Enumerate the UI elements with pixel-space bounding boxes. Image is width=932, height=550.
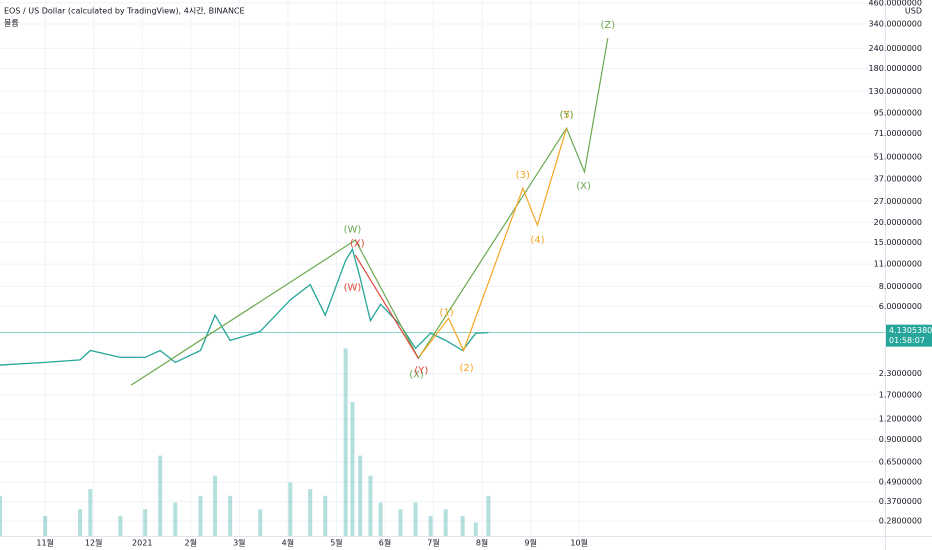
y-tick-label: 460.0000000	[869, 0, 922, 7]
volume-bar	[460, 515, 465, 536]
wave-label: (X)	[576, 181, 591, 192]
y-tick-label: 1.7000000	[879, 390, 922, 399]
volume-bar	[473, 522, 478, 536]
wave-label: (5)	[559, 110, 573, 121]
grid	[0, 0, 885, 536]
wave-label: (3)	[516, 170, 530, 181]
price-line	[0, 247, 489, 366]
volume-bar	[198, 495, 203, 536]
y-tick-label: 0.3700000	[879, 497, 922, 506]
wave-label: (1)	[440, 308, 454, 319]
y-tick-label: 37.0000000	[874, 175, 922, 184]
volume-label: 볼륨	[4, 18, 19, 28]
wave-label: (2)	[459, 363, 473, 374]
volume-bar	[118, 515, 123, 536]
volume-bar	[0, 495, 2, 536]
y-tick-label: 20.0000000	[874, 218, 922, 227]
x-tick-label: 6월	[379, 538, 391, 548]
y-tick-label: 27.0000000	[874, 197, 922, 206]
wave-label: (Z)	[600, 20, 615, 31]
x-tick-label: 10월	[570, 538, 588, 548]
last-price-tag	[886, 324, 932, 347]
volume-bar	[486, 495, 491, 536]
volume-bar	[88, 489, 93, 536]
x-tick-label: 2월	[185, 538, 197, 548]
volume-bar	[350, 402, 355, 536]
volume-bar	[228, 495, 233, 536]
volume-bar	[413, 502, 418, 536]
y-tick-label: 15.0000000	[874, 238, 922, 247]
volume-bar	[143, 509, 148, 536]
wave-label: (Y)	[560, 110, 574, 121]
y-tick-label: 71.0000000	[874, 129, 922, 138]
countdown-label: 01:58:07	[889, 336, 925, 345]
last-price-label: 4.1305380	[889, 326, 932, 335]
y-tick-label: 340.0000000	[869, 19, 922, 28]
wave-line	[130, 37, 609, 386]
y-tick-label: 8.0000000	[879, 282, 922, 291]
wave-label: (Y)	[414, 366, 428, 377]
y-tick-label: 0.4900000	[879, 477, 922, 486]
wave-label: (X)	[350, 238, 365, 249]
x-tick-label: 12월	[85, 538, 103, 548]
volume-bar	[323, 495, 328, 536]
volume-bar	[308, 489, 313, 536]
x-tick-label: 9월	[524, 538, 536, 548]
volume-bar	[213, 475, 218, 536]
y-tick-label: 180.0000000	[869, 64, 922, 73]
wave-label: (W)	[344, 224, 362, 235]
wave-label: (4)	[530, 235, 544, 246]
y-tick-label: 51.0000000	[874, 152, 922, 161]
y-tick-label: 11.0000000	[874, 260, 922, 269]
chart-title: EOS / US Dollar (calculated by TradingVi…	[4, 6, 245, 16]
y-tick-label: 0.9000000	[879, 435, 922, 444]
x-tick-label: 2021	[132, 539, 152, 548]
x-tick-label: 4월	[282, 538, 294, 548]
wave-label: (W)	[344, 282, 362, 293]
y-tick-label: 0.2800000	[879, 517, 922, 526]
y-tick-label: 1.2000000	[879, 415, 922, 424]
x-tick-label: 11월	[36, 538, 54, 548]
volume-bar	[358, 455, 363, 536]
y-tick-label: 6.0000000	[879, 302, 922, 311]
volume-bar	[343, 348, 348, 536]
volume-bar	[368, 475, 373, 536]
x-tick-label: 8월	[476, 538, 488, 548]
volume-bar	[288, 482, 293, 536]
volume-bar	[443, 509, 448, 536]
y-tick-label: 0.6500000	[879, 458, 922, 467]
volume-bar	[428, 515, 433, 536]
volume-bar	[378, 502, 383, 536]
y-axis-label: USD	[905, 7, 922, 16]
x-tick-label: 7월	[427, 538, 439, 548]
wave-label: (X)	[409, 370, 424, 381]
volume-bar	[43, 515, 48, 536]
y-tick-label: 95.0000000	[874, 109, 922, 118]
wave-line	[354, 254, 419, 359]
wave-line	[419, 128, 568, 356]
y-tick-label: 240.0000000	[869, 44, 922, 53]
volume-bar	[258, 509, 263, 536]
volume-bar	[78, 509, 83, 536]
y-tick-label: 2.3000000	[879, 369, 922, 378]
volume-bar	[398, 509, 403, 536]
y-tick-label: 130.0000000	[869, 87, 922, 96]
volume-bar	[158, 455, 163, 536]
x-tick-label: 5월	[330, 538, 342, 548]
x-tick-label: 3월	[233, 538, 245, 548]
volume-bar	[173, 502, 178, 536]
